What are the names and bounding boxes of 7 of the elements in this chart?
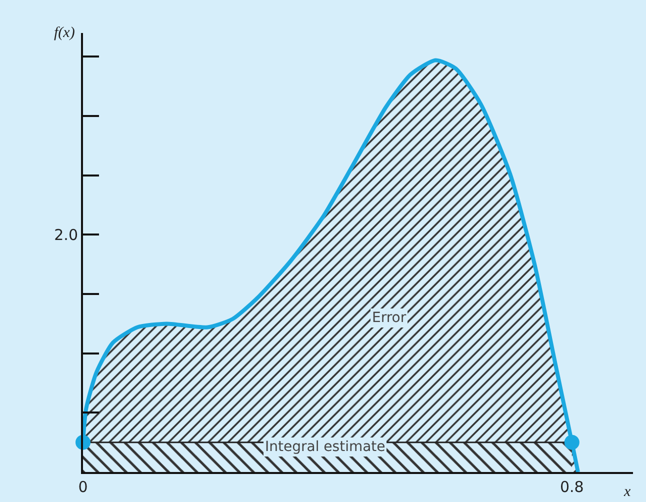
y-axis-title: f(x) [54,25,75,41]
y-tick-label: 2.0 [54,226,78,244]
x-tick-label: 0.8 [560,478,584,496]
x-tick-label: 0 [78,478,88,496]
annotation: Integral estimate [265,439,386,455]
x-axis-title: x [623,484,631,500]
annotation: Error [372,310,406,326]
